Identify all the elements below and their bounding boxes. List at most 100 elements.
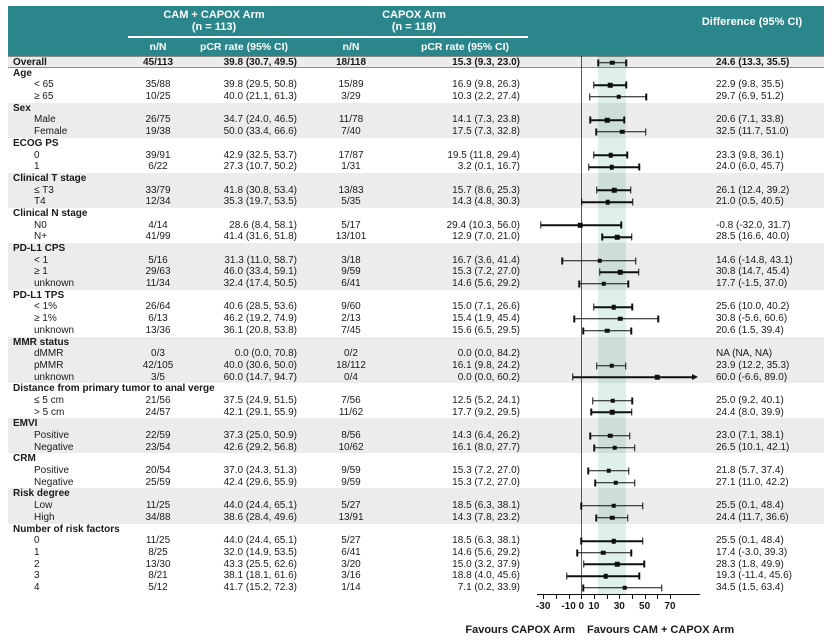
arm2-nN-value: 8/56 xyxy=(341,430,361,441)
ci-cap-high xyxy=(633,444,636,452)
empty-cell xyxy=(708,488,824,500)
arm1-pcr-value: 50.0 (33.4, 66.6) xyxy=(223,126,297,138)
axis-tick xyxy=(619,593,621,599)
ci-cap-high xyxy=(638,163,640,171)
arm1-pcr-value: 36.1 (20.8, 53.8) xyxy=(223,324,297,336)
arm2-nN-value: 11/62 xyxy=(338,406,364,418)
ci-plot-cell xyxy=(528,266,708,278)
difference-value: 30.8 (14.7, 45.4) xyxy=(716,266,790,278)
arm2-nN-value: 15/89 xyxy=(338,79,364,91)
arm2-nN-value: 9/60 xyxy=(341,301,361,313)
ci-cap-low xyxy=(595,362,598,370)
ci-point-estimate xyxy=(618,316,623,322)
difference-value: 29.7 (6.9, 51.2) xyxy=(716,91,784,103)
arm1-nN-value: 26/64 xyxy=(145,301,171,313)
ci-cap-low xyxy=(593,444,595,452)
arm1-nN-value: 26/75 xyxy=(145,114,171,126)
row-label: Positive xyxy=(34,430,70,441)
row-label: < 1% xyxy=(34,301,58,313)
ci-cap-high xyxy=(631,198,634,206)
row-label: < 1 xyxy=(34,254,49,266)
difference-value: 25.0 (9.2, 40.1) xyxy=(716,394,784,406)
ci-point-estimate xyxy=(603,573,608,579)
arm2-nN-value: 13/91 xyxy=(338,511,364,523)
empty-cell xyxy=(188,290,300,302)
empty-cell xyxy=(300,290,402,302)
empty-cell xyxy=(188,488,300,500)
difference-value: -0.8 (-32.0, 31.7) xyxy=(716,219,791,231)
arm1-nN-value: 6/22 xyxy=(148,161,168,173)
arm2-nN-value: 5/27 xyxy=(341,500,361,512)
difference-value: 24.4 (8.0, 39.9) xyxy=(716,406,784,418)
ci-cap-low xyxy=(539,221,542,229)
empty-cell xyxy=(528,337,708,349)
ci-plot-cell xyxy=(528,582,708,594)
arm2-pcr-value: 15.3 (7.2, 27.0) xyxy=(452,476,520,488)
row-label: unknown xyxy=(34,324,75,336)
ci-point-estimate xyxy=(655,375,660,380)
difference-value: 17.7 (-1.5, 37.0) xyxy=(716,278,788,290)
arm2-nN-value: 13/83 xyxy=(338,184,364,196)
difference-value: 14.6 (-14.8, 43.1) xyxy=(716,254,793,266)
row-label: Overall xyxy=(13,57,47,68)
difference-value: 28.3 (1.8, 49.9) xyxy=(716,558,784,570)
ci-point-estimate xyxy=(615,234,620,240)
arm2-pcr-value: 15.3 (7.2, 27.0) xyxy=(452,465,520,477)
difference-value: 17.4 (-3.0, 39.3) xyxy=(716,546,788,558)
forest-row: Negative 25/59 42.4 (29.6, 55.9) 9/59 15.3 (… xyxy=(8,477,824,489)
axis-tick xyxy=(581,593,583,599)
arm1-pcr-value: 31.3 (11.0, 58.7) xyxy=(224,254,297,266)
arm2-nN-value: 18/118 xyxy=(335,57,367,68)
empty-cell xyxy=(708,138,824,150)
difference-header: Difference (95% CI) xyxy=(701,16,803,28)
empty-cell xyxy=(528,418,708,430)
arm1-nN-value: 29/63 xyxy=(145,266,171,278)
row-label: 0 xyxy=(34,535,40,547)
ci-cap-high xyxy=(627,280,629,288)
forest-row: dMMR 0/3 0.0 (0.0, 70.8) 0/2 0.0 (0.0, 84.2)… xyxy=(8,348,824,360)
arm2-nN-value: 2/13 xyxy=(341,313,361,325)
arm2-pcr-value: 3.2 (0.1, 16.7) xyxy=(457,161,520,173)
ci-plot-cell xyxy=(528,348,708,360)
empty-cell xyxy=(300,103,402,115)
arm2-nN-value: 17/87 xyxy=(338,149,364,161)
empty-cell xyxy=(188,138,300,150)
difference-value: NA (NA, NA) xyxy=(716,348,773,360)
arm2-nN-value: 0/4 xyxy=(344,371,358,383)
empty-cell xyxy=(402,290,528,302)
difference-value: 22.9 (9.8, 35.5) xyxy=(716,79,784,91)
arm2-header: CAPOX Arm (n = 118) xyxy=(300,6,528,38)
forest-row: 1 6/22 27.3 (10.7, 50.2) 1/31 3.2 (0.1, 16.7… xyxy=(8,161,824,173)
empty-cell xyxy=(402,208,528,220)
row-label: Age xyxy=(13,67,32,79)
arm1-nN-value: 4/14 xyxy=(148,219,168,231)
empty-cell xyxy=(300,138,402,150)
ci-point-estimate xyxy=(609,515,615,520)
difference-value: 30.8 (-5.6, 60.6) xyxy=(716,313,788,325)
row-label: Risk degree xyxy=(13,488,70,500)
arm2-nN-value: 18/112 xyxy=(336,359,366,371)
forest-row: ≤ 5 cm 21/56 37.5 (24.9, 51.5) 7/56 12.5 (5.… xyxy=(8,395,824,407)
empty-cell xyxy=(300,337,402,349)
ci-cap-low xyxy=(581,198,583,206)
arm1-pcr-value: 40.0 (21.1, 61.3) xyxy=(223,91,297,103)
forest-row: T4 12/34 35.3 (19.7, 53.5) 5/35 14.3 (4.8, 3… xyxy=(8,196,824,208)
ci-plot-cell xyxy=(528,547,708,559)
arm1-pcr-value: 28.6 (8.4, 58.1) xyxy=(229,219,297,231)
ci-plot-cell xyxy=(528,231,708,243)
empty-cell xyxy=(528,243,708,255)
forest-row: N0 4/14 28.6 (8.4, 58.1) 5/17 29.4 (10.3, 56… xyxy=(8,220,824,232)
empty-cell xyxy=(128,208,188,220)
arm2-pcr-value: 14.1 (7.3, 23.8) xyxy=(452,114,520,126)
arm2-nN-value: 3/18 xyxy=(341,254,361,266)
ci-cap-high xyxy=(660,584,663,592)
ci-cap-low xyxy=(576,549,579,557)
empty-cell xyxy=(528,383,708,395)
ci-point-estimate xyxy=(609,363,614,368)
empty-cell xyxy=(128,488,188,500)
row-label: Clinical T stage xyxy=(13,172,87,184)
arm1-nN-value: 11/25 xyxy=(145,535,171,547)
axis-tick-label: 10 xyxy=(588,600,600,612)
empty-cell xyxy=(188,383,300,395)
arm2-nN-value: 6/41 xyxy=(341,546,361,558)
